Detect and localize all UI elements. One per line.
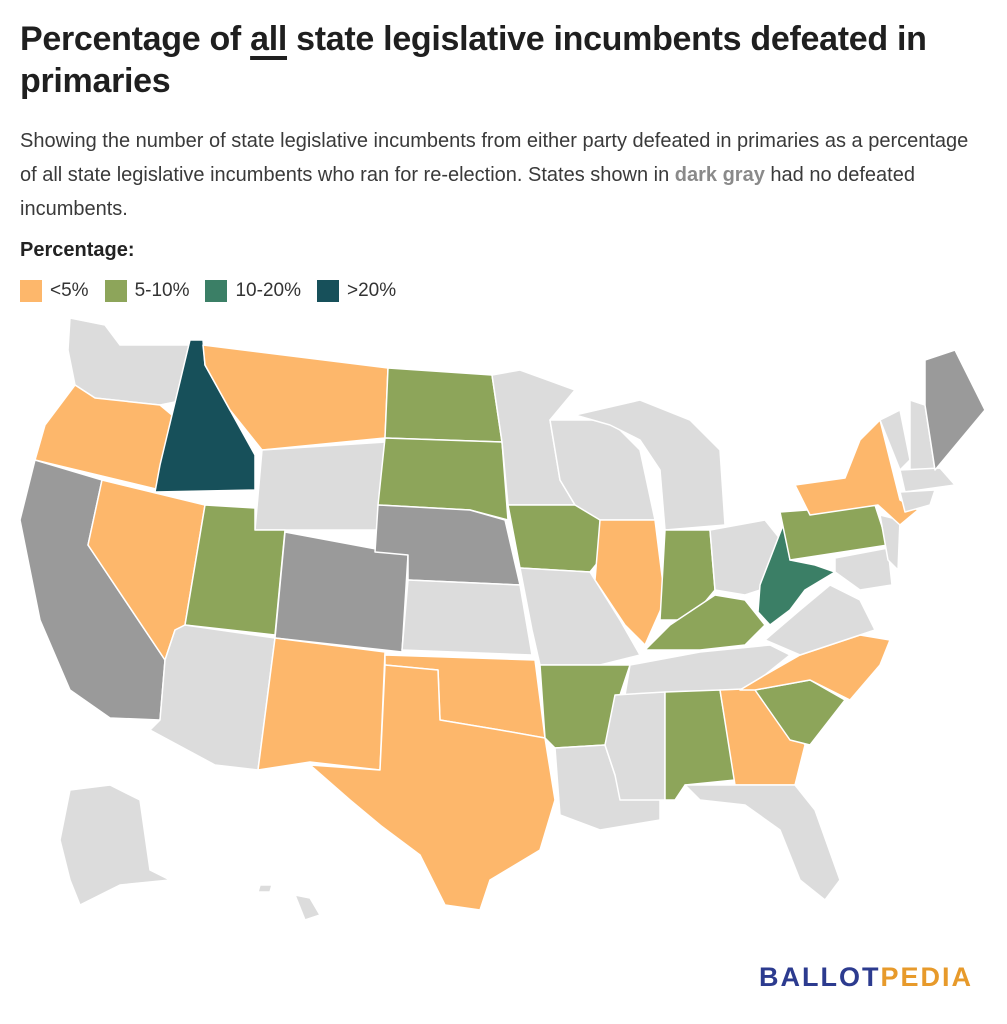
state-hawaii[interactable] [294,894,321,921]
subtitle-before: Showing the number of state legislative … [20,130,969,186]
state-florida[interactable] [684,784,841,901]
state-alaska[interactable] [59,784,171,906]
state-wyoming[interactable] [254,441,386,531]
chart-subtitle: Showing the number of state legislative … [20,124,985,226]
legend-item-10-20: 10-20% [205,280,301,302]
state-kentucky[interactable] [644,594,766,651]
state-north-dakota[interactable] [384,367,503,443]
state-kansas[interactable] [401,579,533,656]
logo-ballot: BALLOT [759,962,881,992]
state-maine[interactable] [924,349,986,471]
ballotpedia-logo: BALLOTPEDIA [759,962,973,993]
state-michigan[interactable] [574,399,726,531]
state-new-mexico[interactable] [257,637,386,771]
legend: <5% 5-10% 10-20% >20% [20,280,396,302]
subtitle-after: had no defeated incumbents. [20,164,915,220]
state-colorado[interactable] [274,531,409,653]
legend-swatch-lt5 [20,280,42,302]
chart-title: Percentage of all state legislative incu… [20,18,980,102]
legend-label-gt20: >20% [346,280,397,301]
legend-label-10-20: 10-20% [235,280,301,301]
title-suffix: state legislative incumbents defeated in… [20,20,927,100]
state-maryland[interactable] [834,547,893,591]
us-map [19,317,986,921]
legend-item-5-10: 5-10% [104,280,190,302]
legend-label-lt5: <5% [50,280,89,301]
legend-title: Percentage: [20,239,135,261]
state-west-virginia[interactable] [757,519,836,626]
state-illinois[interactable] [594,519,666,646]
state-massachusetts[interactable] [899,467,956,493]
subtitle-highlight: dark gray [674,164,765,186]
title-prefix: Percentage of [20,20,251,58]
legend-swatch-5-10 [104,280,127,302]
legend-swatch-10-20 [205,280,228,302]
legend-item-lt5: <5% [20,280,89,302]
state-virginia[interactable] [764,584,876,656]
state-washington[interactable] [67,317,191,406]
state-north-carolina[interactable] [739,634,891,701]
state-hawaii-small[interactable] [257,884,273,893]
title-highlight: all [250,20,288,58]
legend-label-5-10: 5-10% [134,280,190,301]
state-texas[interactable] [309,664,556,911]
state-arizona[interactable] [149,624,276,771]
legend-item-gt20: >20% [316,280,397,302]
logo-pedia: PEDIA [880,962,974,992]
legend-swatch-gt20 [316,280,339,302]
state-connecticut[interactable] [899,489,936,513]
